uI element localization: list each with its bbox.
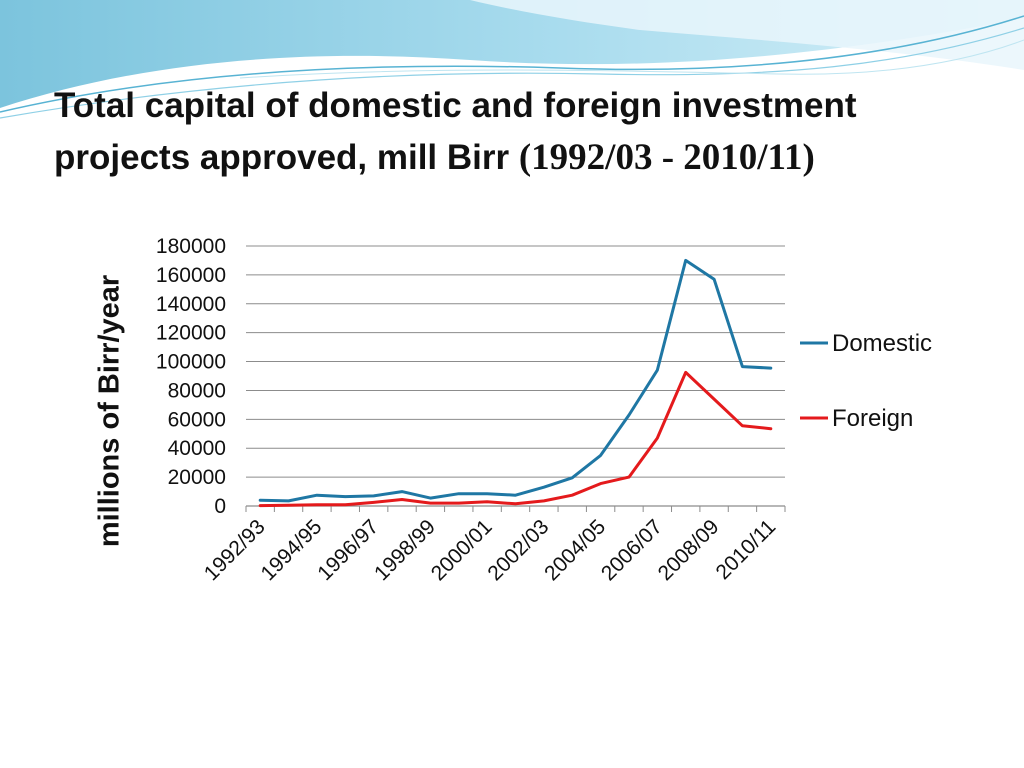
y-tick-label-120000: 120000 bbox=[156, 322, 226, 345]
slide-title-main: Total capital of domestic and foreign in… bbox=[54, 86, 857, 177]
legend: Domestic Foreign bbox=[800, 330, 932, 432]
y-tick-labels: 0 20000 40000 60000 80000 100000 120000 140000 1… bbox=[156, 235, 226, 518]
x-tick-label-2008-09: 2008/09 bbox=[654, 515, 724, 585]
series-line-foreign bbox=[258, 370, 773, 508]
series-line-domestic bbox=[258, 258, 773, 503]
y-tick-label-20000: 20000 bbox=[168, 466, 226, 489]
x-tick-label-2002-03: 2002/03 bbox=[483, 515, 553, 585]
wave-line-2 bbox=[0, 27, 1024, 119]
x-tick-label-2004-05: 2004/05 bbox=[540, 515, 610, 585]
x-tick-label-2010-11: 2010/11 bbox=[712, 515, 781, 584]
x-tick-labels: 1992/931994/951996/971998/992000/012002/… bbox=[200, 515, 781, 585]
x-tick-label-1998-99: 1998/99 bbox=[370, 515, 440, 585]
y-tick-label-160000: 160000 bbox=[156, 264, 226, 287]
x-tick-label-1994-95: 1994/95 bbox=[257, 515, 327, 585]
y-tick-label-0: 0 bbox=[214, 495, 226, 518]
slide-title: Total capital of domestic and foreign in… bbox=[54, 80, 994, 184]
y-tick-label-40000: 40000 bbox=[168, 437, 226, 460]
y-tick-label-60000: 60000 bbox=[168, 408, 226, 431]
y-tick-label-100000: 100000 bbox=[156, 351, 226, 374]
x-tick-label-1996-97: 1996/97 bbox=[313, 515, 383, 585]
x-tick-label-2006-07: 2006/07 bbox=[597, 515, 667, 585]
x-tick-label-1992-93: 1992/93 bbox=[200, 515, 270, 585]
wave-band-light bbox=[470, 0, 1024, 70]
legend-label-domestic: Domestic bbox=[832, 330, 932, 357]
wave-line-1 bbox=[0, 15, 1024, 113]
y-tick-label-140000: 140000 bbox=[156, 293, 226, 316]
axes bbox=[245, 505, 786, 512]
series-lines bbox=[258, 258, 773, 508]
background-waves bbox=[0, 0, 1024, 119]
y-tick-label-180000: 180000 bbox=[156, 235, 226, 258]
wave-line-3 bbox=[239, 39, 1024, 79]
gridlines bbox=[246, 245, 785, 478]
legend-label-foreign: Foreign bbox=[832, 405, 913, 432]
y-tick-label-80000: 80000 bbox=[168, 379, 226, 402]
slide-title-period: (1992/03 - 2010/11) bbox=[518, 137, 815, 178]
x-tick-label-2000-01: 2000/01 bbox=[427, 515, 497, 585]
